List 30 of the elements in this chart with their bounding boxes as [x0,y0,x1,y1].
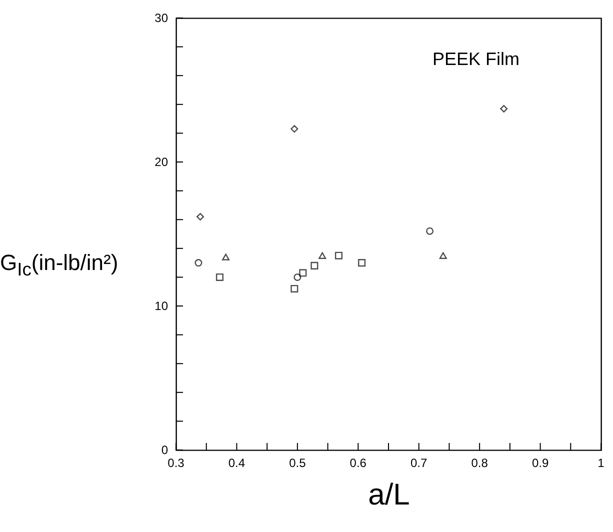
y-tick-label: 10 [154,299,168,313]
point [196,212,204,220]
y-axis-title: G$_{Ic}$(in-lb/in²) [0,250,120,281]
x-tick-label: 0.9 [532,456,550,470]
x-tick-label: 0.7 [410,456,428,470]
x-tick-label: 0.4 [228,456,246,470]
point [318,252,326,259]
annotation: PEEK Film [432,49,520,69]
x-tick-label: 0.8 [471,456,488,470]
point [216,273,224,281]
x-tick-label: 0.5 [289,456,306,470]
point [426,227,434,235]
point [310,262,318,270]
y-tick-label: 0 [162,443,168,457]
point [500,104,508,112]
y-tick-label: 20 [154,155,168,169]
x-tick-label: 0.3 [168,456,185,470]
point [290,284,298,292]
point [440,252,448,259]
x-axis-title: a/L [368,478,410,512]
point [222,254,230,260]
point [358,259,366,267]
point [294,273,302,281]
point [194,259,202,267]
x-tick-label: 0.6 [350,456,367,470]
x-tick-label: 1 [598,456,605,470]
point [290,125,298,133]
y-tick-label: 30 [154,11,168,25]
point [335,252,343,260]
point [299,269,307,277]
